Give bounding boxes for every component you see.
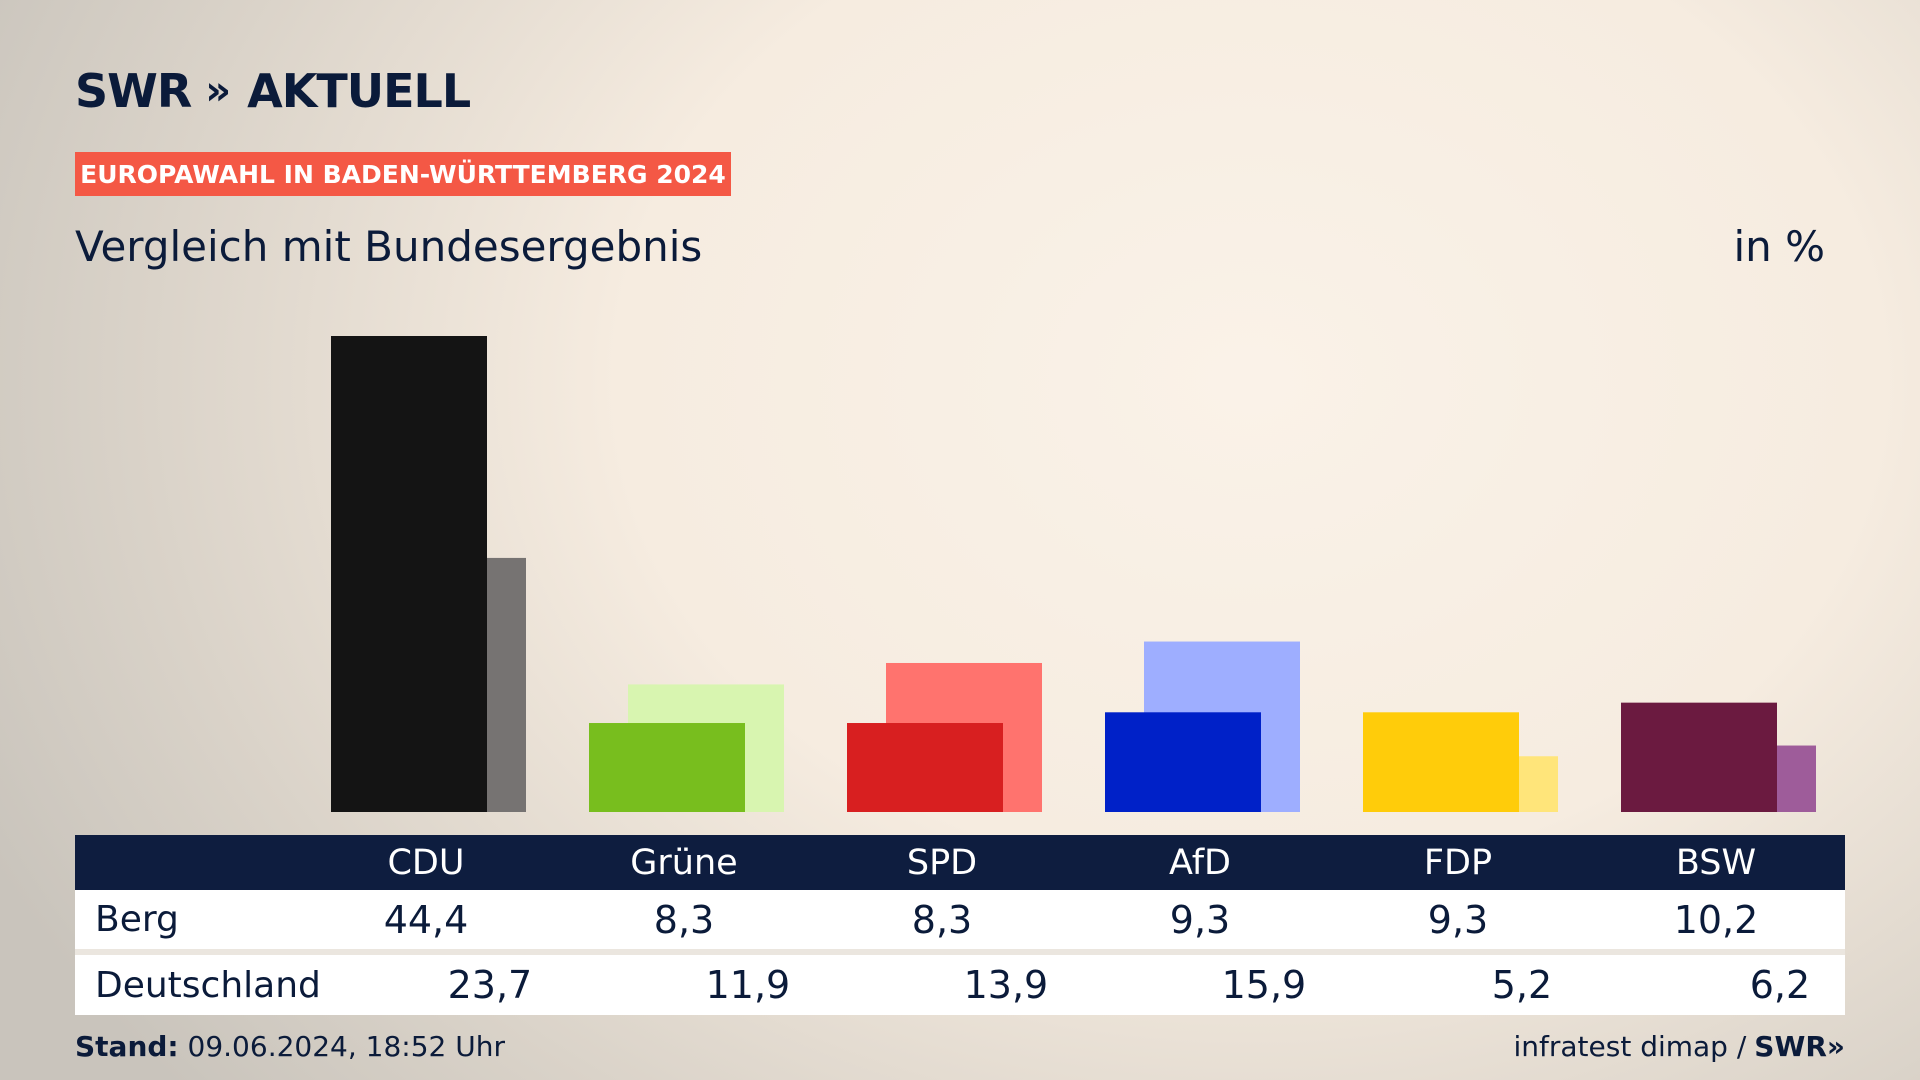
bar-berg-afd [1105, 712, 1261, 812]
table-cell: 8,3 [653, 897, 715, 942]
table-cell: 9,3 [1169, 897, 1231, 942]
bar-berg-grüne [589, 723, 745, 812]
col-header: CDU [387, 842, 465, 883]
table-row: Deutschland 23,7 11,9 13,9 15,9 5,2 6,2 [75, 955, 1845, 1015]
col-header: SPD [906, 842, 978, 883]
col-header: AfD [1169, 842, 1231, 883]
stand-label: Stand: [75, 1030, 179, 1063]
table-cell: 11,9 [705, 963, 791, 1007]
table-header-row: CDU Grüne SPD AfD FDP BSW [75, 835, 1845, 890]
logo-swr: SWR [75, 64, 192, 118]
table-cell: 9,3 [1427, 897, 1489, 942]
bar-deutschland-cdu [487, 557, 526, 812]
table-cell: 6,2 [1749, 963, 1811, 1007]
swr-aktuell-logo: SWR» AKTUELL [75, 64, 471, 118]
bar-berg-spd [847, 723, 1003, 812]
table-cell: 10,2 [1673, 897, 1759, 942]
source-credit: infratest dimap / SWR» [1513, 1030, 1845, 1063]
bar-berg-cdu [331, 336, 487, 812]
chart-subtitle: Vergleich mit Bundesergebnis [75, 222, 703, 271]
table-cell: 15,9 [1221, 963, 1307, 1007]
table-cell: 13,9 [963, 963, 1049, 1007]
results-table: CDU Grüne SPD AfD FDP BSW Berg 44,4 8,3 … [75, 835, 1845, 1015]
unit-label: in % [1733, 222, 1825, 271]
swr-small-logo-icon: SWR» [1754, 1030, 1845, 1063]
table-cell: 8,3 [911, 897, 973, 942]
bar-deutschland-bsw [1777, 745, 1816, 812]
bar-deutschland-fdp [1519, 756, 1558, 812]
table-cell: 44,4 [383, 897, 469, 942]
col-header: FDP [1423, 842, 1493, 883]
source-text: infratest dimap / [1513, 1030, 1747, 1063]
col-header: BSW [1675, 842, 1757, 883]
election-banner: EUROPAWAHL IN BADEN-WÜRTTEMBERG 2024 [75, 152, 731, 196]
stand-value: 09.06.2024, 18:52 Uhr [187, 1030, 505, 1063]
table-row: Berg 44,4 8,3 8,3 9,3 9,3 10,2 [75, 890, 1845, 955]
stand-timestamp: Stand: 09.06.2024, 18:52 Uhr [75, 1030, 505, 1063]
table-cell: 5,2 [1491, 963, 1553, 1007]
table-cell: 23,7 [447, 963, 533, 1007]
row-label: Deutschland [95, 964, 321, 1006]
bar-chart [331, 336, 1816, 812]
row-label: Berg [95, 899, 179, 940]
bar-berg-bsw [1621, 702, 1777, 812]
logo-aktuell: AKTUELL [247, 64, 471, 118]
bar-berg-fdp [1363, 712, 1519, 812]
col-header: Grüne [630, 842, 738, 883]
